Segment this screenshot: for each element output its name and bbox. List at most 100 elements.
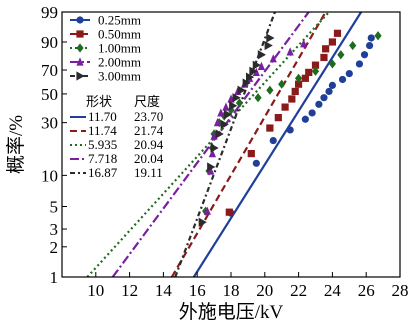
point-series-1: [288, 95, 296, 103]
point-series-3: [222, 102, 230, 111]
point-series-4: [220, 119, 229, 129]
point-series-4: [207, 162, 216, 172]
point-series-0: [301, 115, 309, 123]
point-series-1: [281, 103, 289, 111]
scale-param-value: 19.11: [134, 165, 163, 180]
point-series-3: [286, 47, 294, 56]
y-tick-label: 3: [50, 220, 59, 239]
x-tick-label: 10: [87, 281, 104, 300]
point-series-4: [198, 217, 207, 227]
y-tick-label: 99: [41, 3, 58, 22]
point-series-3: [203, 206, 211, 215]
shape-param-value: 11.70: [88, 109, 117, 124]
point-series-0: [269, 136, 277, 145]
y-axis-label: 概率/%: [5, 115, 27, 174]
point-series-3: [217, 108, 225, 117]
x-tick-label: 14: [155, 281, 173, 300]
point-series-3: [213, 118, 222, 127]
x-tick-label: 12: [121, 281, 138, 300]
legend-entry: 3.00mm: [98, 69, 141, 84]
point-series-4: [266, 33, 275, 43]
x-tick-label: 22: [290, 281, 307, 300]
point-series-0: [328, 81, 336, 89]
x-tick-label: 28: [392, 281, 409, 300]
point-series-4: [237, 85, 246, 95]
legend-entry: 2.00mm: [98, 55, 141, 70]
shape-param-value: 16.87: [88, 165, 118, 180]
point-series-2: [311, 66, 320, 76]
point-series-0: [315, 100, 323, 108]
x-tick-label: 16: [189, 281, 206, 300]
scale-param-value: 20.04: [134, 151, 164, 166]
point-series-2: [254, 93, 262, 103]
legend-scale-header: 尺度: [134, 94, 160, 109]
point-series-0: [360, 51, 369, 59]
point-series-4: [224, 109, 233, 120]
point-series-1: [322, 45, 330, 53]
point-series-2: [278, 79, 286, 89]
legend-marker: [76, 71, 85, 81]
point-series-3: [269, 54, 277, 63]
point-series-1: [320, 53, 328, 62]
point-series-0: [286, 126, 294, 134]
scale-param-value: 20.94: [134, 137, 164, 152]
point-series-3: [252, 67, 260, 77]
point-series-4: [232, 93, 241, 103]
y-tick-label: 5: [50, 198, 59, 217]
point-series-1: [305, 68, 313, 77]
point-series-2: [227, 105, 235, 115]
data-points: [198, 29, 382, 227]
point-series-2: [374, 31, 382, 41]
shape-param-value: 5.935: [88, 137, 117, 152]
point-series-2: [337, 50, 345, 60]
point-series-0: [338, 75, 347, 84]
y-tick-label: 90: [41, 33, 58, 52]
point-series-4: [245, 72, 255, 82]
y-tick-label: 50: [41, 85, 58, 104]
legend-shape-header: 形状: [86, 94, 112, 109]
point-series-4: [264, 40, 273, 51]
point-series-2: [349, 40, 357, 51]
point-series-1: [225, 208, 233, 216]
point-series-1: [328, 38, 336, 46]
point-series-3: [208, 148, 217, 158]
x-tick-label: 26: [358, 281, 375, 300]
point-series-3: [300, 39, 308, 48]
point-series-0: [365, 41, 374, 50]
point-series-1: [266, 124, 274, 132]
point-series-0: [355, 60, 364, 68]
point-series-4: [252, 60, 261, 70]
y-tick-label: 70: [41, 61, 58, 80]
x-axis-label: 外施电压/kV: [179, 301, 284, 323]
point-series-2: [235, 98, 244, 108]
point-series-1: [295, 80, 303, 88]
point-series-4: [249, 66, 258, 76]
fit-line-series-3: [111, 12, 310, 277]
legend-marker: [76, 30, 84, 38]
point-series-1: [333, 29, 342, 37]
point-series-1: [301, 74, 309, 82]
y-tick-label: 30: [41, 114, 58, 133]
shape-param-value: 7.718: [88, 151, 117, 166]
fit-line-series-1: [170, 12, 327, 277]
legend-marker: [76, 16, 84, 24]
point-series-4: [215, 129, 224, 139]
point-series-2: [328, 59, 336, 69]
point-series-4: [229, 101, 238, 111]
point-series-4: [242, 78, 251, 88]
shape-param-value: 11.74: [88, 123, 117, 138]
point-series-0: [320, 94, 328, 102]
x-tick-label: 18: [223, 281, 240, 300]
point-series-3: [257, 61, 266, 70]
x-tick-label: 20: [256, 281, 273, 300]
point-series-0: [325, 87, 333, 96]
x-tick-label: 24: [324, 281, 342, 300]
point-series-0: [367, 34, 375, 42]
y-tick-label: 10: [41, 166, 58, 185]
legend-entry: 0.25mm: [98, 13, 141, 28]
point-series-1: [311, 61, 320, 69]
point-series-1: [274, 114, 282, 122]
point-series-4: [257, 50, 267, 60]
